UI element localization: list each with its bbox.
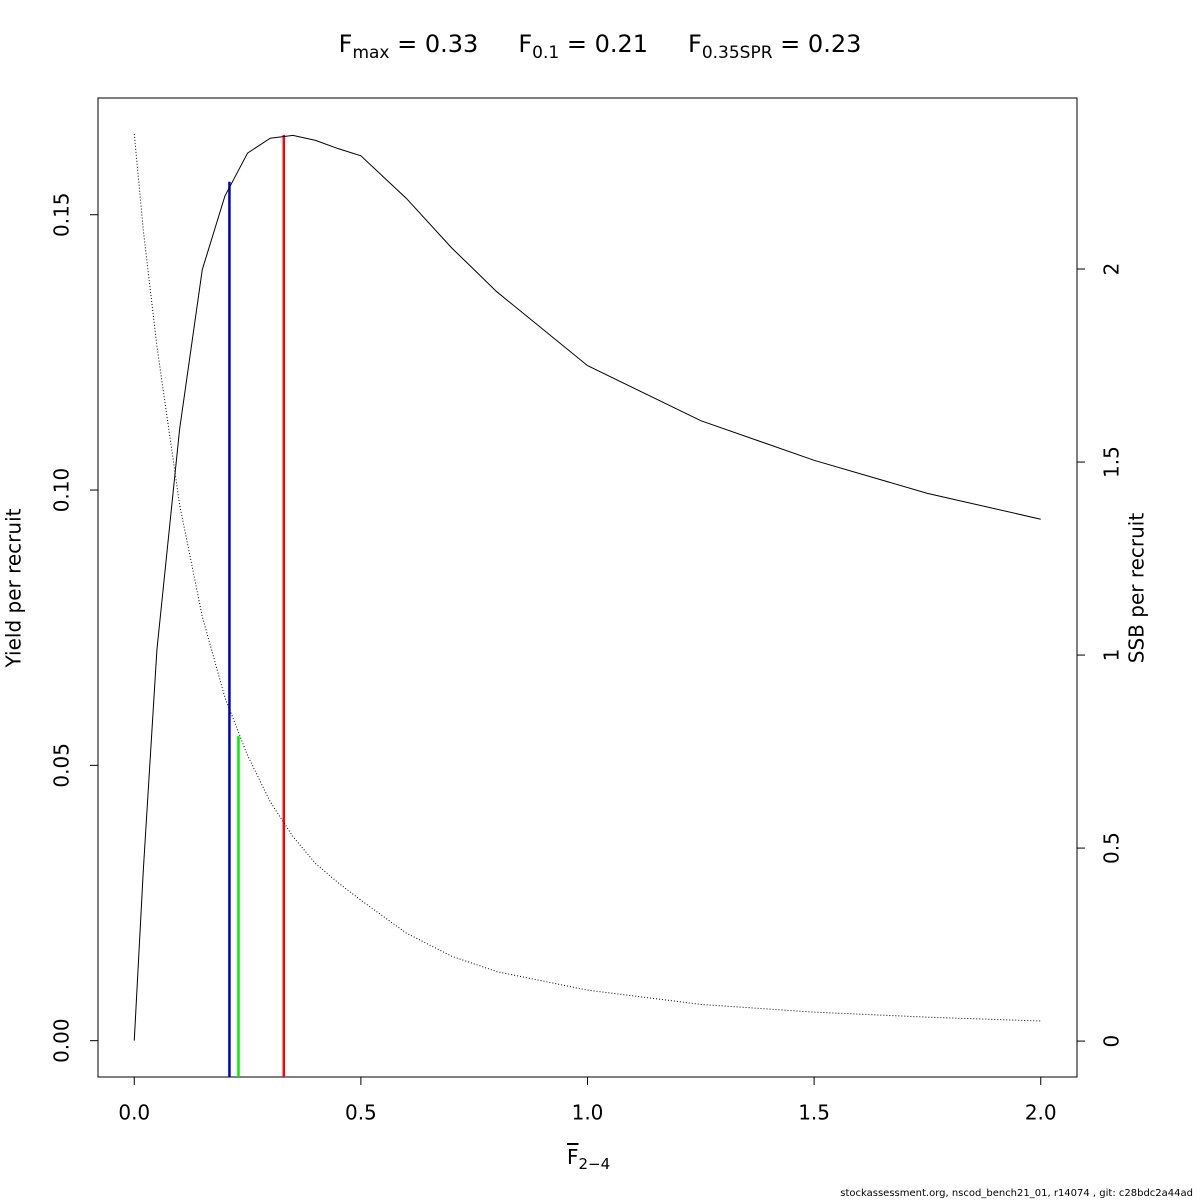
y-axis-title: Yield per recruit [2, 508, 26, 668]
y2-tick-label: 1.5 [1100, 446, 1124, 478]
title-equals: = [397, 30, 418, 58]
title-symbol: F [338, 30, 353, 58]
x-tick-label: 1.5 [798, 1101, 830, 1125]
x-symbol: F [567, 1145, 579, 1169]
y-tick-label: 0.10 [50, 468, 74, 513]
title-subscript: max [352, 42, 390, 63]
title-subscript: 0.35SPR [701, 42, 773, 63]
title-value: 0.21 [594, 30, 648, 58]
chart-title: Fmax = 0.33 F0.1 = 0.21 F0.35SPR = 0.23 [0, 30, 1200, 63]
title-value: 0.23 [807, 30, 862, 58]
series-line [133, 133, 1041, 1022]
title-subscript: 0.1 [532, 42, 560, 63]
x-tick-label: 0.0 [118, 1101, 150, 1125]
x-subscript: 2−4 [578, 1155, 611, 1173]
y2-tick-label: 1 [1100, 649, 1124, 662]
title-equals: = [566, 30, 587, 58]
footer: stockassessment.org, nscod_bench21_01, r… [840, 1188, 1193, 1199]
plot-frame [97, 97, 1078, 1078]
y2-tick-label: 2 [1100, 263, 1124, 276]
y2-axis-title: SSB per recruit [1125, 513, 1149, 664]
title-equals: = [780, 30, 801, 58]
y-tick-label: 0.05 [50, 743, 74, 788]
title-item: Fmax = 0.33 [339, 30, 479, 63]
x-tick-label: 1.0 [572, 1101, 604, 1125]
series-line [133, 134, 1041, 1041]
x-axis-title: F2−4 [567, 1145, 610, 1173]
title-symbol: F [688, 30, 702, 58]
x-tick-label: 2.0 [1025, 1101, 1057, 1125]
y-tick-label: 0.15 [50, 192, 74, 237]
y-tick-label: 0.00 [50, 1018, 74, 1063]
title-item: F0.35SPR = 0.23 [688, 30, 861, 63]
x-tick-label: 0.5 [345, 1101, 377, 1125]
y2-tick-label: 0 [1100, 1035, 1124, 1048]
title-symbol: F [518, 30, 533, 58]
title-value: 0.33 [424, 30, 479, 58]
y2-tick-label: 0.5 [1100, 832, 1124, 864]
title-item: F0.1 = 0.21 [518, 30, 648, 63]
